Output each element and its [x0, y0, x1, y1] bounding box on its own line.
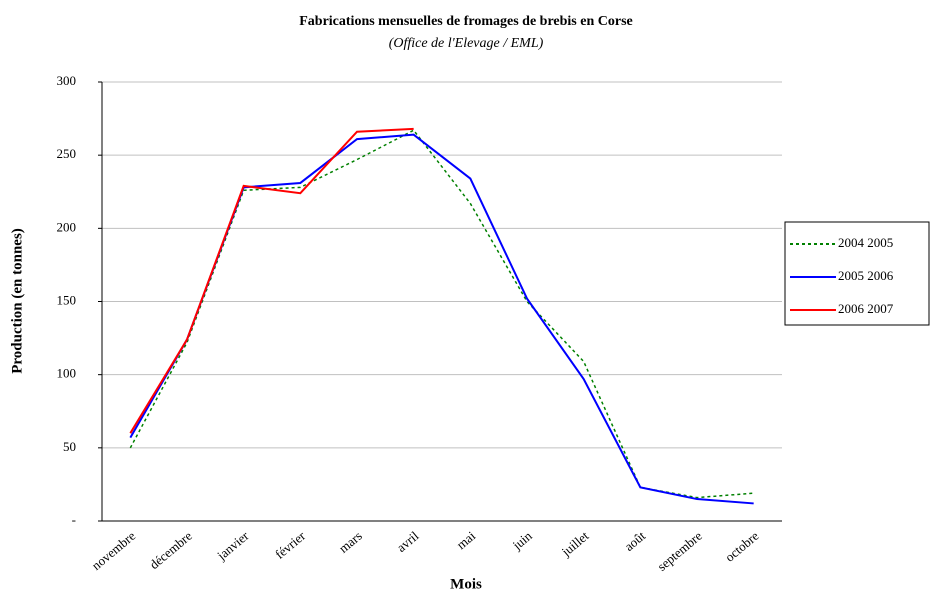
y-tick-label: 250	[57, 146, 77, 161]
x-tick-label: janvier	[213, 528, 252, 564]
x-tick-label: novembre	[89, 528, 139, 573]
y-tick-label: 200	[57, 219, 77, 234]
x-tick-label: septembre	[654, 528, 705, 574]
series-line	[129, 127, 414, 434]
legend-label: 2005 2006	[838, 268, 894, 283]
y-tick-label: 300	[57, 73, 77, 88]
x-tick-label: juillet	[558, 528, 592, 560]
y-axis-label: Production (en tonnes)	[9, 228, 25, 374]
y-tick-label: 50	[63, 439, 76, 454]
x-tick-label: avril	[394, 528, 422, 555]
legend-label: 2004 2005	[838, 235, 893, 250]
x-tick-label: février	[272, 528, 309, 562]
x-tick-label: mars	[336, 528, 365, 556]
x-axis-label: Mois	[450, 576, 482, 592]
y-tick-label: 100	[57, 366, 77, 381]
chart-subtitle: (Office de l'Elevage / EML)	[389, 36, 544, 51]
y-tick-label: -	[72, 512, 76, 527]
x-tick-label: décembre	[146, 528, 195, 572]
y-tick-label: 150	[57, 292, 77, 307]
x-tick-label: mai	[454, 528, 479, 552]
legend-label: 2006 2007	[838, 301, 894, 316]
x-tick-label: juin	[509, 528, 535, 553]
x-tick-label: octobre	[722, 528, 762, 565]
series-line	[129, 129, 754, 499]
chart-title: Fabrications mensuelles de fromages de b…	[299, 14, 633, 29]
x-tick-label: août	[621, 528, 648, 554]
legend-box	[784, 221, 930, 326]
